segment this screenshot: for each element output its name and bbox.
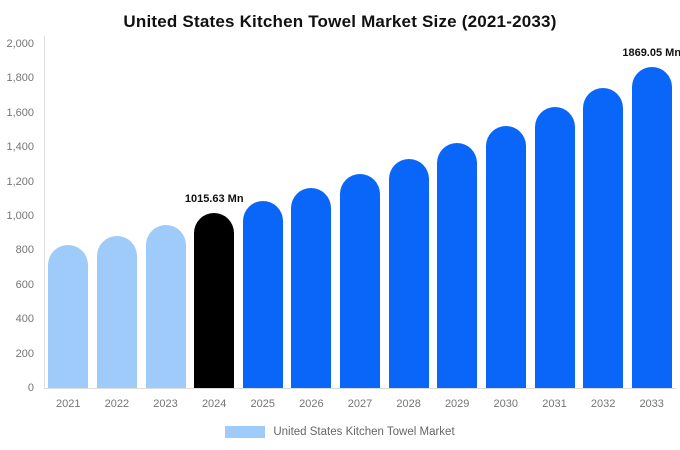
bar-2028 [388,158,429,388]
bar-2027 [340,173,380,388]
y-tick-label: 2,000 [6,38,34,50]
bar-2024 [194,213,235,388]
x-axis-label-2025: 2025 [250,398,276,410]
bar-2033 [631,66,672,388]
x-axis-label-2031: 2031 [542,398,567,410]
y-tick-label: 0 [27,382,34,394]
y-tick-label: 1,800 [6,72,34,85]
x-axis-label-2033: 2033 [639,398,664,410]
x-axis-label-2032: 2032 [590,398,616,410]
bar-2031 [534,107,575,388]
x-axis-label-2022: 2022 [104,398,130,410]
y-tick-label: 1,200 [6,175,34,188]
x-axis-label-2029: 2029 [444,398,470,410]
x-axis-line [44,388,676,389]
x-axis-label-2030: 2030 [493,398,519,410]
bar-2023 [145,224,186,388]
legend-label[interactable]: United States Kitchen Towel Market [273,426,455,438]
bar-2029 [437,142,478,388]
legend-swatch[interactable] [225,426,266,438]
y-tick-label: 200 [15,347,34,360]
bar-2026 [291,188,332,388]
x-axis-label-2023: 2023 [153,398,178,410]
data-label-2024: 1015.63 Mn [184,193,244,206]
y-tick-label: 1,600 [6,106,34,119]
bar-2021 [48,245,89,388]
chart-title: United States Kitchen Towel Market Size … [123,12,557,31]
y-tick-label: 400 [15,313,34,326]
legend: United States Kitchen Towel Market [0,426,680,438]
y-tick-label: 1,000 [6,210,34,222]
y-tick-label: 1,400 [6,141,34,154]
y-tick-label: 600 [15,278,34,291]
bar-2025 [242,201,283,388]
x-axis-label-2028: 2028 [396,398,421,410]
x-axis-label-2024: 2024 [201,398,227,410]
x-axis-label-2021: 2021 [56,398,81,410]
y-axis-line [44,36,45,389]
bar-2022 [96,235,137,388]
x-axis-label-2027: 2027 [347,398,373,410]
x-axis-label-2026: 2026 [299,398,324,410]
y-tick-label: 800 [15,244,34,257]
bar-2030 [485,125,526,388]
bar-2032 [583,87,624,388]
data-label-2033: 1869.05 Mn [622,46,680,59]
